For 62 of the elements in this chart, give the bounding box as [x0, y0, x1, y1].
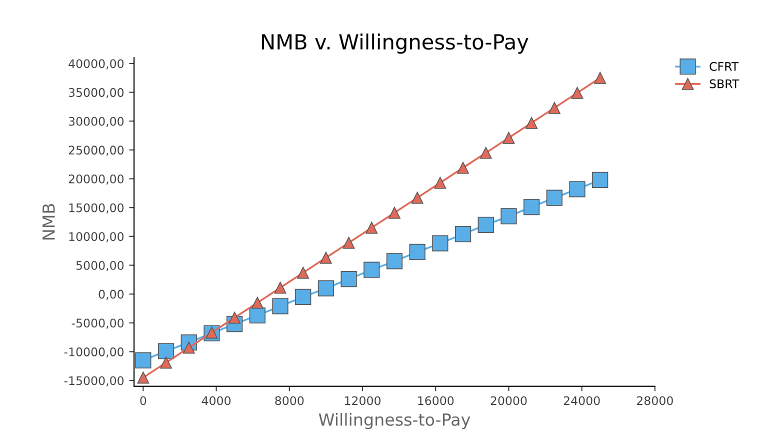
point [592, 172, 608, 188]
point [366, 222, 378, 234]
x-tick-label: 0 [140, 396, 146, 406]
point [526, 116, 538, 129]
point [160, 356, 172, 369]
y-tick-label: 40000,00 [68, 59, 124, 70]
x-tick-label: 20000 [490, 396, 527, 406]
point [158, 343, 174, 360]
x-tick-label: 28000 [637, 396, 673, 406]
point [594, 72, 606, 84]
point [432, 235, 448, 252]
point [411, 192, 424, 204]
point [249, 307, 266, 324]
x-tick-label: 24000 [564, 396, 600, 406]
point [457, 162, 469, 174]
x-axis-title: Willingness-to-Pay [318, 412, 470, 430]
point [297, 266, 310, 279]
y-tick-label: 20000,00 [68, 174, 124, 185]
x-tick-label: 8000 [275, 396, 304, 406]
y-tick-label: -5000,00 [72, 318, 124, 329]
point [434, 176, 446, 189]
y-tick-label: -15000,00 [64, 376, 124, 386]
point [409, 244, 426, 260]
point [342, 236, 355, 249]
y-axis-title: NMB [42, 204, 55, 240]
point [524, 198, 540, 216]
point [478, 216, 494, 233]
point [272, 298, 288, 314]
point [386, 253, 403, 270]
point [251, 296, 264, 309]
point [274, 282, 286, 294]
point [228, 312, 241, 324]
point [318, 280, 334, 296]
y-tick-label: 30000,00 [68, 116, 124, 127]
point [546, 190, 562, 206]
legend-label: SBRT [710, 79, 740, 88]
point [480, 146, 492, 159]
point [500, 208, 517, 224]
y-tick-label: 15000,00 [69, 203, 124, 214]
x-tick-label: 4000 [202, 396, 231, 406]
point [388, 206, 400, 219]
point [364, 262, 380, 278]
y-tick-label: 25000,00 [68, 146, 124, 156]
y-tick-label: 10000,00 [69, 232, 124, 242]
point [135, 352, 152, 368]
y-tick-label: -10000,00 [64, 347, 124, 358]
point [137, 372, 150, 384]
point [571, 86, 584, 99]
x-tick-label: 16000 [418, 396, 454, 406]
point [569, 181, 586, 198]
point [295, 288, 312, 305]
point [502, 132, 515, 144]
chart-title: NMB v. Willingness-to-Pay [262, 34, 528, 54]
y-tick-label: 35000,00 [68, 88, 124, 98]
point [454, 226, 472, 242]
legend-label: CFRT [710, 62, 739, 71]
x-tick-label: 12000 [345, 396, 380, 406]
point [548, 102, 560, 114]
point [340, 271, 357, 288]
point [320, 252, 332, 264]
y-tick-label: 0,00 [98, 290, 124, 300]
y-tick-label: 5000,00 [76, 260, 124, 272]
